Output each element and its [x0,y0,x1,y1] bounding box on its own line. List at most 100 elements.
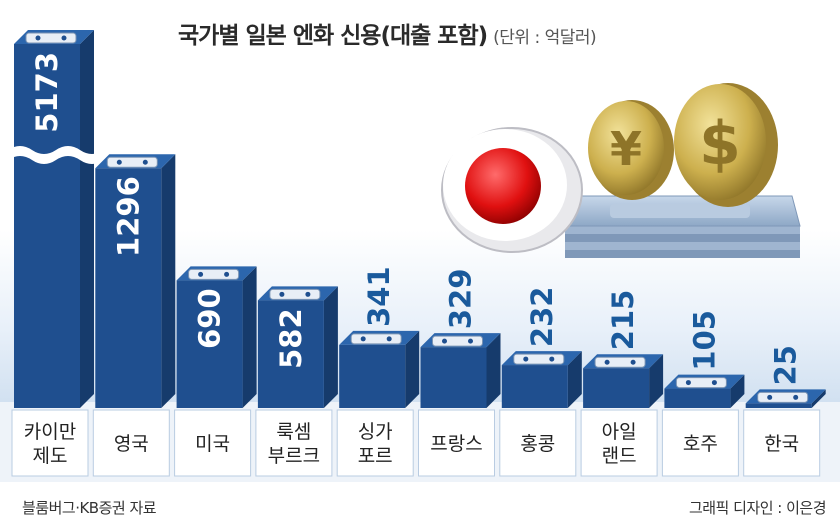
category-label-9: 호주 [661,409,739,477]
banknote-dot [604,359,610,365]
category-text: 랜드 [602,445,637,467]
category-box [418,409,495,477]
banknote-dot [198,271,204,277]
banknote-dot [224,271,230,277]
bar-7: 232 [501,287,582,408]
banknote-icon [106,156,158,168]
svg-text:¥: ¥ [610,122,642,176]
banknote-icon [675,377,727,389]
banknote-dot [142,159,148,165]
bar-front-face [745,403,812,408]
banknote-icon [350,333,402,345]
category-box [174,409,252,477]
category-text: 부르크 [268,445,320,467]
bar-1: 5173 [8,30,104,408]
japan-flag-coin-icon [441,127,583,253]
category-box [92,409,170,477]
category-box [580,409,658,477]
bar-front-face [339,344,406,408]
banknote-icon [188,268,240,280]
banknote-icon [757,391,809,403]
banknote-dot [630,359,636,365]
graphic-credit: 그래픽 디자인 : 이은경 [688,499,827,517]
bar-side-face [80,30,94,408]
banknote-dot [279,291,285,297]
bar-4: 582 [257,286,338,408]
category-label-6: 프랑스 [418,409,495,477]
value-label: 232 [525,287,559,348]
banknote-dot [305,291,311,297]
bar-side-face [486,333,501,408]
bar-front-face [257,300,324,408]
category-text: 호주 [683,433,718,455]
banknote-icon [25,32,77,44]
bar-8: 215 [583,290,664,408]
bar-front-face [664,388,731,408]
banknote-dot [116,159,122,165]
title-block: 국가별 일본 엔화 신용(대출 포함) (단위 : 억달러) [178,16,597,50]
value-label: 25 [769,345,803,385]
chart-title: 국가별 일본 엔화 신용(대출 포함) [178,23,488,49]
category-text: 프랑스 [430,433,482,455]
banknote-dot [549,356,555,362]
category-text: 룩셈 [276,421,311,443]
bar-9: 105 [664,310,745,408]
category-label-2: 영국 [92,409,170,477]
bar-side-face [730,374,745,408]
bar-2: 1296 [95,154,176,408]
category-text: 한국 [764,433,799,455]
banknote-dot [685,380,691,386]
bar-side-face [242,266,257,408]
value-label: 105 [687,310,721,371]
bar-3: 690 [176,266,257,408]
axis-break-icon [8,146,104,164]
bar-side-face [567,351,582,408]
category-label-3: 미국 [174,409,252,477]
bar-6: 329 [420,269,501,408]
svg-text:$: $ [699,109,741,179]
yen-coin-icon: ¥ [588,100,674,200]
banknote-dot [523,356,529,362]
bar-5: 341 [339,266,420,408]
bar-front-face [501,365,568,408]
value-label: 1296 [111,176,145,257]
value-label: 341 [362,266,396,327]
banknote-dot [468,338,473,344]
value-label: 215 [606,290,640,351]
category-text: 영국 [114,433,149,455]
source-note: 블룸버그·KB증권 자료 [22,499,157,517]
value-label: 329 [444,269,478,330]
bar-front-face [95,168,162,408]
bar-side-face [405,330,420,408]
category-box [743,409,821,477]
category-text: 미국 [195,433,230,455]
banknote-dot [442,338,447,344]
banknote-icon [594,356,646,368]
value-label: 582 [274,308,308,369]
banknote-icon [432,335,483,347]
banknote-dot [386,336,392,342]
banknote-dot [360,336,366,342]
banknote-dot [767,394,773,400]
bar-front-face [14,44,80,408]
category-text: 제도 [33,445,68,467]
category-text: 아일 [602,421,637,443]
dollar-coin-icon: $ [674,83,778,207]
banknote-dot [793,394,799,400]
bar-front-face [420,347,487,408]
category-text: 카이만 [24,421,76,443]
category-text: 싱가 [358,421,393,443]
bar-side-face [649,354,664,408]
value-label: 690 [193,288,227,349]
category-text: 홍콩 [520,433,555,455]
category-label-10: 한국 [743,409,821,477]
banknote-dot [711,380,717,386]
banknote-icon [513,353,565,365]
category-box [336,409,414,477]
category-box [661,409,739,477]
